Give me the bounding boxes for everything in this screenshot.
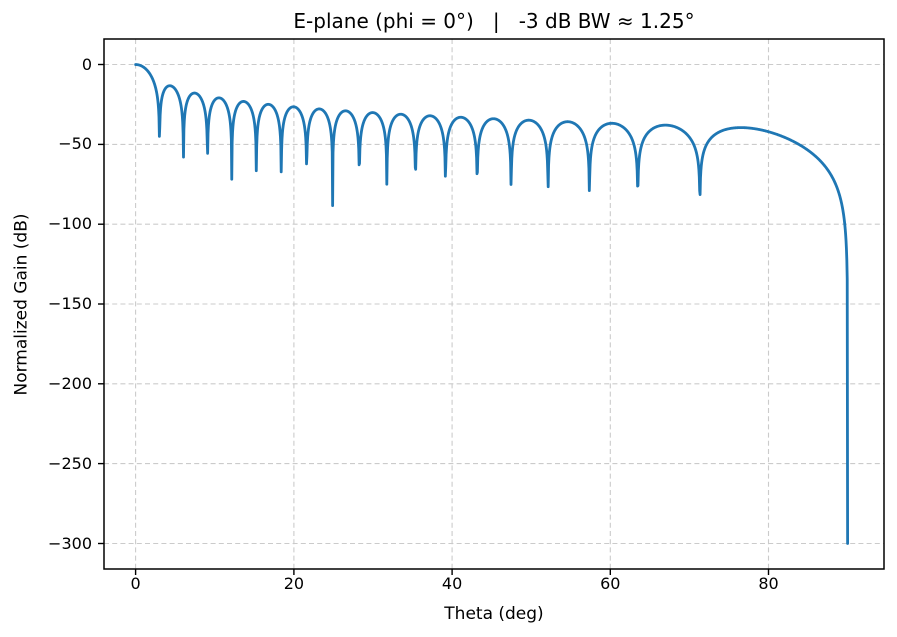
- x-axis-label: Theta (deg): [444, 604, 544, 624]
- x-tick-label: 80: [758, 574, 779, 593]
- y-tick-label: −250: [48, 453, 92, 473]
- y-tick-label: 0: [81, 54, 92, 74]
- x-tick-label: 0: [130, 574, 141, 593]
- axes-spines: [103, 38, 885, 570]
- x-tick-label: 60: [600, 574, 621, 593]
- y-tick-label: −150: [48, 294, 92, 313]
- y-tick-label: −300: [48, 533, 92, 553]
- gain-curve: [134, 63, 850, 545]
- chart-title: E-plane (phi = 0°) | -3 dB BW ≈ 1.25°: [293, 9, 695, 33]
- x-tick-label: 40: [441, 574, 463, 593]
- x-tick-label: 20: [283, 574, 305, 593]
- y-tick-label: −50: [58, 134, 92, 154]
- y-tick-label: −200: [48, 373, 92, 393]
- y-tick-label: −100: [48, 214, 92, 234]
